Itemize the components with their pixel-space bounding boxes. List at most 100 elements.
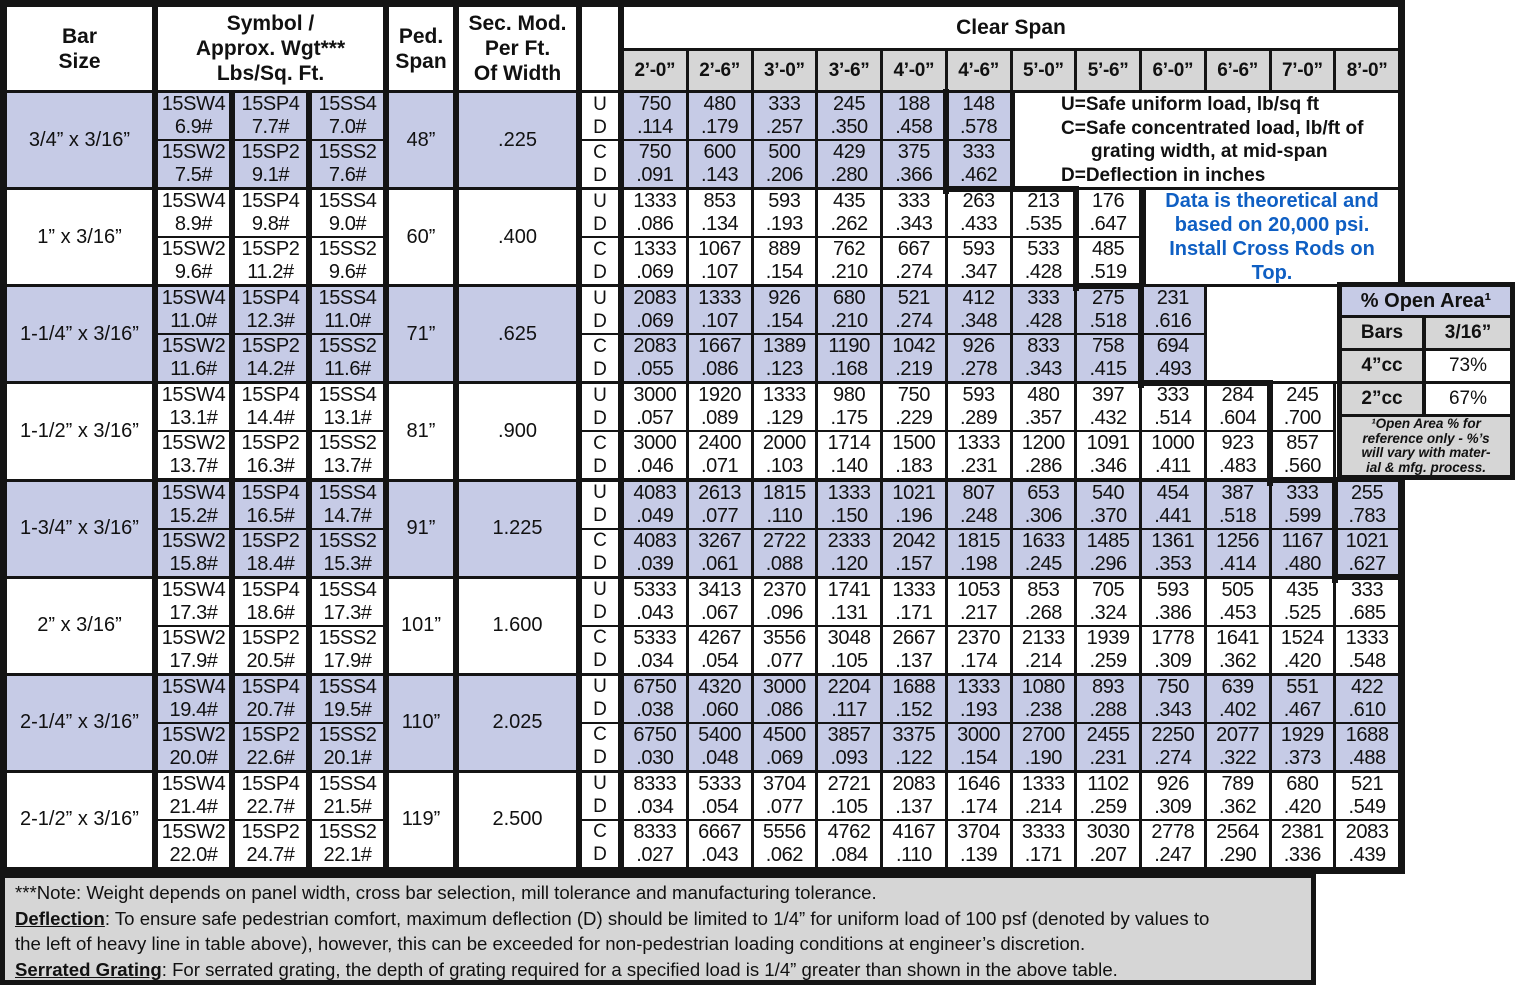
data-cell: .139 — [947, 843, 1010, 867]
data-cell: 333 — [1271, 481, 1334, 505]
symbol-cell: 15SS4 7.0# — [312, 93, 383, 139]
data-cell: .535 — [1012, 213, 1075, 237]
data-cell: .343 — [1142, 698, 1204, 722]
data-cell: .154 — [753, 310, 816, 334]
data-cell: 333 — [1142, 384, 1204, 408]
data-cell: 2370 — [753, 578, 816, 602]
data-cell: 1500 — [883, 432, 945, 456]
data-cell: 1939 — [1077, 626, 1139, 650]
subrow-label: D — [582, 843, 618, 867]
data-cell: 750 — [883, 384, 945, 408]
data-cell: .290 — [1206, 843, 1269, 867]
data-cell: .089 — [688, 407, 751, 431]
data-cell: .198 — [947, 552, 1010, 576]
data-cell: .616 — [1142, 310, 1204, 334]
subrow-label: U — [582, 384, 618, 408]
data-cell: .193 — [947, 698, 1010, 722]
data-cell: .353 — [1142, 552, 1204, 576]
bar-size-cell: 3/4” x 3/16” — [7, 93, 152, 188]
data-cell: 3000 — [947, 723, 1010, 747]
data-cell: 1167 — [1271, 529, 1334, 553]
sec-mod-cell: 1.600 — [459, 578, 576, 673]
data-cell: 2083 — [1336, 820, 1398, 844]
data-cell: 1080 — [1012, 675, 1075, 699]
data-cell: 333 — [1336, 578, 1398, 602]
data-cell: 750 — [1142, 675, 1204, 699]
data-cell: 3413 — [688, 578, 751, 602]
symbol-cell: 15SS4 11.0# — [312, 287, 383, 334]
data-cell: .280 — [818, 164, 880, 188]
data-cell: .415 — [1077, 358, 1139, 382]
clear-span-header: Clear Span — [624, 7, 1398, 48]
open-area-row-4cc-value: 73% — [1426, 351, 1510, 381]
subrow-label: C — [582, 238, 618, 262]
data-cell: .336 — [1271, 843, 1334, 867]
symbol-cell: 15SW4 11.0# — [158, 287, 229, 334]
data-cell: .043 — [624, 601, 686, 625]
data-cell: .259 — [1077, 795, 1139, 819]
data-cell: 1741 — [818, 578, 880, 602]
data-cell: .110 — [753, 504, 816, 528]
data-cell: 1333 — [947, 432, 1010, 456]
bar-size-cell: 1-1/2” x 3/16” — [7, 384, 152, 479]
span-header-cell: 2’-0” — [624, 51, 686, 90]
data-cell: 1633 — [1012, 529, 1075, 553]
data-cell: 429 — [818, 141, 880, 165]
data-cell: 521 — [883, 287, 945, 311]
symbol-cell: 15SS4 14.7# — [312, 481, 383, 528]
data-cell: .306 — [1012, 504, 1075, 528]
data-cell: 1333 — [1012, 772, 1075, 796]
data-cell: 680 — [818, 287, 880, 311]
symbol-cell: 15SW2 11.6# — [158, 335, 229, 382]
data-cell: 3000 — [753, 675, 816, 699]
data-cell: 833 — [1012, 335, 1075, 359]
data-cell: 2204 — [818, 675, 880, 699]
bar-size-header: Bar Size — [7, 7, 152, 90]
data-cell: 893 — [1077, 675, 1139, 699]
data-cell: 2083 — [883, 772, 945, 796]
data-cell: .467 — [1271, 698, 1334, 722]
data-cell: 3333 — [1012, 820, 1075, 844]
theoretical-data-note: Data is theoretical and based on 20,000 … — [1146, 190, 1398, 284]
data-cell: 1091 — [1077, 432, 1139, 456]
data-cell: 275 — [1077, 287, 1139, 311]
data-cell: .286 — [1012, 455, 1075, 479]
symbol-cell: 15SP2 16.3# — [235, 432, 306, 479]
data-cell: .289 — [947, 407, 1010, 431]
span-header-cell: 7’-0” — [1271, 51, 1334, 90]
data-cell: 1067 — [688, 238, 751, 262]
data-cell: .110 — [883, 843, 945, 867]
bar-size-cell: 1” x 3/16” — [7, 190, 152, 285]
data-cell: 2077 — [1206, 723, 1269, 747]
data-cell: 245 — [1271, 384, 1334, 408]
span-header-cell: 5’-6” — [1077, 51, 1139, 90]
ped-span-header: Ped. Span — [389, 7, 453, 90]
subrow-label: U — [582, 93, 618, 116]
symbol-cell: 15SP4 18.6# — [235, 578, 306, 625]
data-cell: 1641 — [1206, 626, 1269, 650]
span-header-cell: 2’-6” — [688, 51, 751, 90]
data-cell: 397 — [1077, 384, 1139, 408]
data-cell: 4083 — [624, 481, 686, 505]
span-header-cell: 4’-0” — [883, 51, 945, 90]
data-cell: 412 — [947, 287, 1010, 311]
data-cell: 639 — [1206, 675, 1269, 699]
subrow-label: D — [582, 116, 618, 139]
data-cell: 284 — [1206, 384, 1269, 408]
open-area-row-4cc-label: 4”cc — [1342, 351, 1422, 381]
data-cell: 1333 — [753, 384, 816, 408]
data-cell: .248 — [947, 504, 1010, 528]
symbol-cell: 15SW2 17.9# — [158, 626, 229, 673]
data-cell: 750 — [624, 141, 686, 165]
data-cell: .107 — [688, 310, 751, 334]
data-cell: .610 — [1336, 698, 1398, 722]
sec-mod-cell: 2.500 — [459, 772, 576, 867]
data-cell: .231 — [1077, 746, 1139, 770]
symbol-weight-header: Symbol / Approx. Wgt*** Lbs/Sq. Ft. — [158, 7, 383, 90]
data-cell: 263 — [947, 190, 1010, 214]
data-cell: 6667 — [688, 820, 751, 844]
data-cell: .309 — [1142, 649, 1204, 673]
subrow-label: D — [582, 213, 618, 237]
data-cell: 1485 — [1077, 529, 1139, 553]
